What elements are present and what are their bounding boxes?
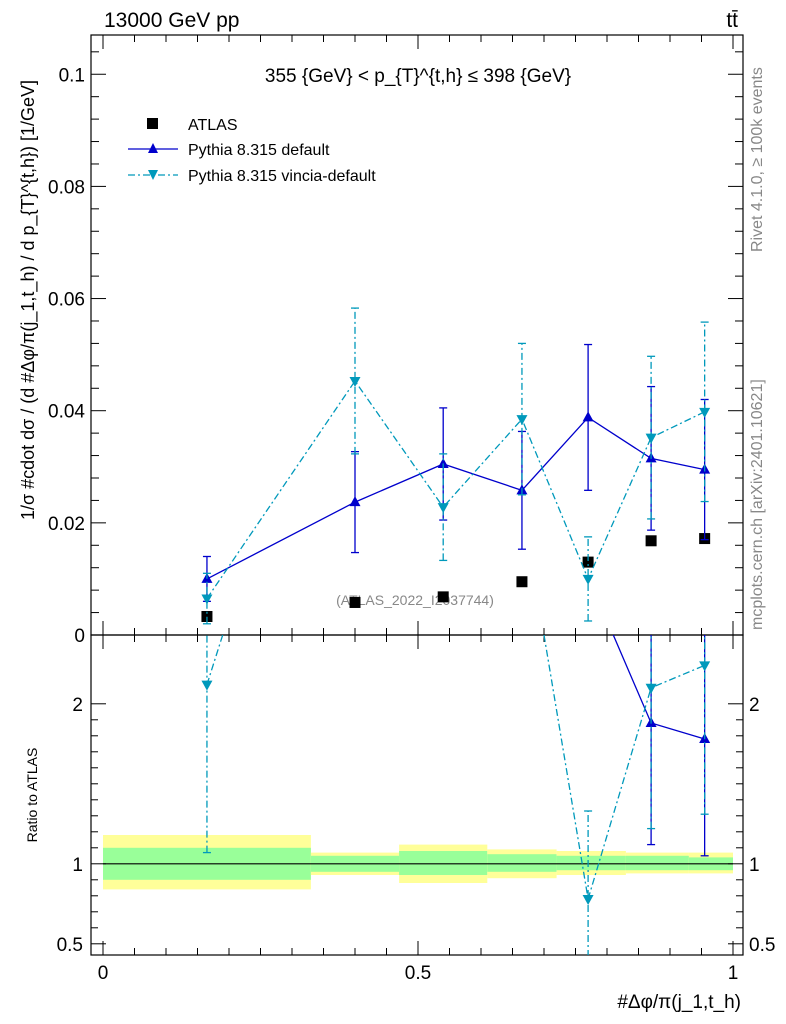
atlas-point (349, 596, 361, 608)
atlas-point (645, 535, 657, 547)
default-point (349, 496, 361, 507)
ratio-frame (90, 634, 744, 956)
process-label: tt̄ (726, 9, 738, 32)
ratio-ytick-label-right: 1 (749, 855, 760, 876)
default-point (582, 411, 594, 422)
main-y-axis-label: 1/σ #cdot dσ / (d #Δφ/π(j_1,t_h) / d p_{… (18, 80, 39, 520)
default-line (206, 416, 705, 580)
main-ytick-label: 0.1 (59, 65, 85, 86)
ratio-vincia-line-seg (206, 635, 224, 685)
main-series (201, 307, 711, 625)
main-ytick-label: 0.02 (48, 514, 85, 535)
ratio-ytick-label: 1 (72, 855, 83, 876)
rivet-label: Rivet 4.1.0, ≥ 100k events (749, 67, 766, 252)
vincia-line (206, 379, 705, 599)
ratio-default-line (612, 635, 705, 740)
analysis-watermark: (ATLAS_2022_I2037744) (336, 592, 494, 608)
atlas-point (516, 576, 528, 588)
x-axis-label: #Δφ/π(j_1,t_h) (617, 992, 741, 1013)
mcplots-label: mcplots.cern.ch [arXiv:2401.10621] (749, 379, 766, 630)
legend-default-label: Pythia 8.315 default (188, 142, 330, 159)
legend-atlas-marker (147, 118, 158, 129)
band-inner-3 (487, 854, 557, 872)
ratio-plot-panel: Ratio to ATLAS #Δφ/π(j_1,t_h) (24, 748, 741, 1013)
ratio-series (201, 635, 711, 955)
energy-label: 13000 GeV pp (104, 9, 239, 32)
vincia-point (516, 415, 528, 426)
band-inner-2 (399, 851, 488, 875)
ratio-ytick-label-right: 2 (749, 695, 760, 716)
legend-vincia-label: Pythia 8.315 vincia-default (188, 168, 376, 185)
ratio-vincia-point (645, 683, 657, 694)
ratio-ytick-label: 2 (72, 695, 83, 716)
legend: ATLAS Pythia 8.315 default Pythia 8.315 … (128, 117, 376, 185)
vincia-point (582, 574, 594, 585)
vincia-point (437, 503, 449, 514)
ratio-xtick-label: 1 (728, 963, 739, 984)
default-point (437, 457, 449, 468)
main-ytick-label: 0.04 (48, 402, 85, 423)
main-ytick-label: 0 (74, 626, 85, 647)
vincia-point (645, 433, 657, 444)
atlas-point (582, 556, 594, 568)
main-plot-title: 355 {GeV} < p_{T}^{t,h} ≤ 398 {GeV} (265, 66, 571, 87)
ratio-ytick-label: 0.5 (57, 935, 83, 956)
legend-atlas-label: ATLAS (188, 117, 238, 134)
ratio-xtick-label: 0 (98, 963, 109, 984)
vincia-point (201, 594, 213, 605)
ratio-ytick-label-right: 0.5 (749, 935, 775, 956)
ratio-y-axis-label: Ratio to ATLAS (24, 748, 40, 843)
main-ytick-label: 0.06 (48, 290, 85, 311)
legend-default-marker (148, 143, 158, 153)
ratio-xtick-label: 0.5 (405, 963, 431, 984)
main-ytick-label: 0.08 (48, 177, 85, 198)
ratio-vincia-point (201, 680, 213, 691)
vincia-point (349, 376, 361, 387)
atlas-point (201, 610, 213, 622)
vincia-point (699, 407, 711, 418)
band-inner-4 (556, 855, 626, 871)
main-plot-panel: 355 {GeV} < p_{T}^{t,h} ≤ 398 {GeV} (ATL… (18, 66, 571, 608)
ratio-vincia-point (582, 895, 594, 905)
legend-vincia-marker (148, 170, 158, 180)
ratio-bands (103, 835, 733, 890)
atlas-point (437, 591, 449, 603)
band-inner-5 (625, 855, 689, 871)
ratio-vincia-point (699, 661, 711, 672)
